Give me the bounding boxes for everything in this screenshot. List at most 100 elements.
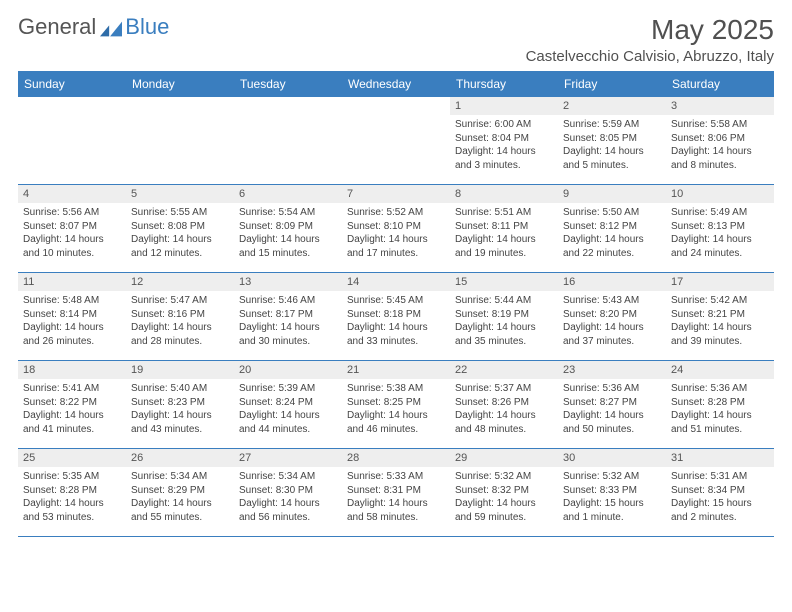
sunrise-line: Sunrise: 5:34 AM [239, 470, 337, 484]
day-info: Sunrise: 5:47 AMSunset: 8:16 PMDaylight:… [126, 291, 234, 352]
calendar-cell: 13Sunrise: 5:46 AMSunset: 8:17 PMDayligh… [234, 273, 342, 361]
day-number: 3 [666, 97, 774, 115]
sunrise-line: Sunrise: 5:32 AM [455, 470, 553, 484]
day-number: 4 [18, 185, 126, 203]
sunrise-line: Sunrise: 5:58 AM [671, 118, 769, 132]
sunset-line: Sunset: 8:27 PM [563, 396, 661, 410]
day-number: 16 [558, 273, 666, 291]
sunset-line: Sunset: 8:21 PM [671, 308, 769, 322]
daylight-line: Daylight: 14 hours and 50 minutes. [563, 409, 661, 436]
sunset-line: Sunset: 8:09 PM [239, 220, 337, 234]
sunset-line: Sunset: 8:17 PM [239, 308, 337, 322]
day-number: 30 [558, 449, 666, 467]
brand-text-2: Blue [125, 14, 169, 40]
day-info: Sunrise: 5:58 AMSunset: 8:06 PMDaylight:… [666, 115, 774, 176]
day-info: Sunrise: 5:36 AMSunset: 8:27 PMDaylight:… [558, 379, 666, 440]
day-number: 22 [450, 361, 558, 379]
day-info: Sunrise: 5:41 AMSunset: 8:22 PMDaylight:… [18, 379, 126, 440]
calendar-cell: 29Sunrise: 5:32 AMSunset: 8:32 PMDayligh… [450, 449, 558, 537]
day-number: 26 [126, 449, 234, 467]
day-number: 6 [234, 185, 342, 203]
calendar-cell [342, 97, 450, 185]
sunrise-line: Sunrise: 5:48 AM [23, 294, 121, 308]
day-number: 25 [18, 449, 126, 467]
calendar-cell: 11Sunrise: 5:48 AMSunset: 8:14 PMDayligh… [18, 273, 126, 361]
daylight-line: Daylight: 14 hours and 22 minutes. [563, 233, 661, 260]
daylight-line: Daylight: 14 hours and 3 minutes. [455, 145, 553, 172]
day-number: 15 [450, 273, 558, 291]
day-info: Sunrise: 5:44 AMSunset: 8:19 PMDaylight:… [450, 291, 558, 352]
calendar-week-row: 25Sunrise: 5:35 AMSunset: 8:28 PMDayligh… [18, 449, 774, 537]
calendar-cell: 22Sunrise: 5:37 AMSunset: 8:26 PMDayligh… [450, 361, 558, 449]
daylight-line: Daylight: 15 hours and 1 minute. [563, 497, 661, 524]
day-info: Sunrise: 5:32 AMSunset: 8:33 PMDaylight:… [558, 467, 666, 528]
calendar-cell: 26Sunrise: 5:34 AMSunset: 8:29 PMDayligh… [126, 449, 234, 537]
sunrise-line: Sunrise: 6:00 AM [455, 118, 553, 132]
sunset-line: Sunset: 8:18 PM [347, 308, 445, 322]
day-info: Sunrise: 5:37 AMSunset: 8:26 PMDaylight:… [450, 379, 558, 440]
calendar-cell: 28Sunrise: 5:33 AMSunset: 8:31 PMDayligh… [342, 449, 450, 537]
day-info: Sunrise: 5:50 AMSunset: 8:12 PMDaylight:… [558, 203, 666, 264]
daylight-line: Daylight: 14 hours and 35 minutes. [455, 321, 553, 348]
day-number: 20 [234, 361, 342, 379]
daylight-line: Daylight: 14 hours and 46 minutes. [347, 409, 445, 436]
sunset-line: Sunset: 8:04 PM [455, 132, 553, 146]
sunrise-line: Sunrise: 5:49 AM [671, 206, 769, 220]
daylight-line: Daylight: 14 hours and 15 minutes. [239, 233, 337, 260]
day-info: Sunrise: 5:33 AMSunset: 8:31 PMDaylight:… [342, 467, 450, 528]
sunrise-line: Sunrise: 5:47 AM [131, 294, 229, 308]
calendar-cell: 19Sunrise: 5:40 AMSunset: 8:23 PMDayligh… [126, 361, 234, 449]
sunrise-line: Sunrise: 5:37 AM [455, 382, 553, 396]
day-info: Sunrise: 5:46 AMSunset: 8:17 PMDaylight:… [234, 291, 342, 352]
day-info: Sunrise: 5:31 AMSunset: 8:34 PMDaylight:… [666, 467, 774, 528]
day-info: Sunrise: 5:45 AMSunset: 8:18 PMDaylight:… [342, 291, 450, 352]
sunrise-line: Sunrise: 5:33 AM [347, 470, 445, 484]
calendar-cell: 15Sunrise: 5:44 AMSunset: 8:19 PMDayligh… [450, 273, 558, 361]
daylight-line: Daylight: 14 hours and 26 minutes. [23, 321, 121, 348]
sunset-line: Sunset: 8:28 PM [671, 396, 769, 410]
sunset-line: Sunset: 8:28 PM [23, 484, 121, 498]
daylight-line: Daylight: 14 hours and 19 minutes. [455, 233, 553, 260]
daylight-line: Daylight: 14 hours and 53 minutes. [23, 497, 121, 524]
day-number: 13 [234, 273, 342, 291]
day-info: Sunrise: 5:38 AMSunset: 8:25 PMDaylight:… [342, 379, 450, 440]
calendar-cell: 10Sunrise: 5:49 AMSunset: 8:13 PMDayligh… [666, 185, 774, 273]
sunset-line: Sunset: 8:22 PM [23, 396, 121, 410]
day-info: Sunrise: 5:40 AMSunset: 8:23 PMDaylight:… [126, 379, 234, 440]
calendar-cell [234, 97, 342, 185]
sunset-line: Sunset: 8:20 PM [563, 308, 661, 322]
day-number: 27 [234, 449, 342, 467]
calendar-week-row: 1Sunrise: 6:00 AMSunset: 8:04 PMDaylight… [18, 97, 774, 185]
day-number: 24 [666, 361, 774, 379]
day-number: 14 [342, 273, 450, 291]
daylight-line: Daylight: 14 hours and 48 minutes. [455, 409, 553, 436]
calendar-header-row: SundayMondayTuesdayWednesdayThursdayFrid… [18, 72, 774, 97]
sunset-line: Sunset: 8:06 PM [671, 132, 769, 146]
sunrise-line: Sunrise: 5:40 AM [131, 382, 229, 396]
sunset-line: Sunset: 8:30 PM [239, 484, 337, 498]
day-info: Sunrise: 5:34 AMSunset: 8:29 PMDaylight:… [126, 467, 234, 528]
daylight-line: Daylight: 14 hours and 39 minutes. [671, 321, 769, 348]
day-info: Sunrise: 5:36 AMSunset: 8:28 PMDaylight:… [666, 379, 774, 440]
day-number: 8 [450, 185, 558, 203]
sunrise-line: Sunrise: 5:41 AM [23, 382, 121, 396]
daylight-line: Daylight: 14 hours and 30 minutes. [239, 321, 337, 348]
calendar-week-row: 18Sunrise: 5:41 AMSunset: 8:22 PMDayligh… [18, 361, 774, 449]
day-number: 12 [126, 273, 234, 291]
title-block: May 2025 Castelvecchio Calvisio, Abruzzo… [526, 14, 774, 65]
daylight-line: Daylight: 14 hours and 55 minutes. [131, 497, 229, 524]
day-header-wednesday: Wednesday [342, 72, 450, 97]
calendar-body: 1Sunrise: 6:00 AMSunset: 8:04 PMDaylight… [18, 97, 774, 537]
calendar-page: GeneralBlue May 2025 Castelvecchio Calvi… [0, 0, 792, 551]
daylight-line: Daylight: 14 hours and 44 minutes. [239, 409, 337, 436]
sunrise-line: Sunrise: 5:46 AM [239, 294, 337, 308]
sunrise-line: Sunrise: 5:31 AM [671, 470, 769, 484]
sunrise-line: Sunrise: 5:44 AM [455, 294, 553, 308]
day-number: 2 [558, 97, 666, 115]
sunset-line: Sunset: 8:11 PM [455, 220, 553, 234]
day-info: Sunrise: 5:48 AMSunset: 8:14 PMDaylight:… [18, 291, 126, 352]
daylight-line: Daylight: 14 hours and 43 minutes. [131, 409, 229, 436]
daylight-line: Daylight: 14 hours and 10 minutes. [23, 233, 121, 260]
day-number: 7 [342, 185, 450, 203]
day-header-saturday: Saturday [666, 72, 774, 97]
